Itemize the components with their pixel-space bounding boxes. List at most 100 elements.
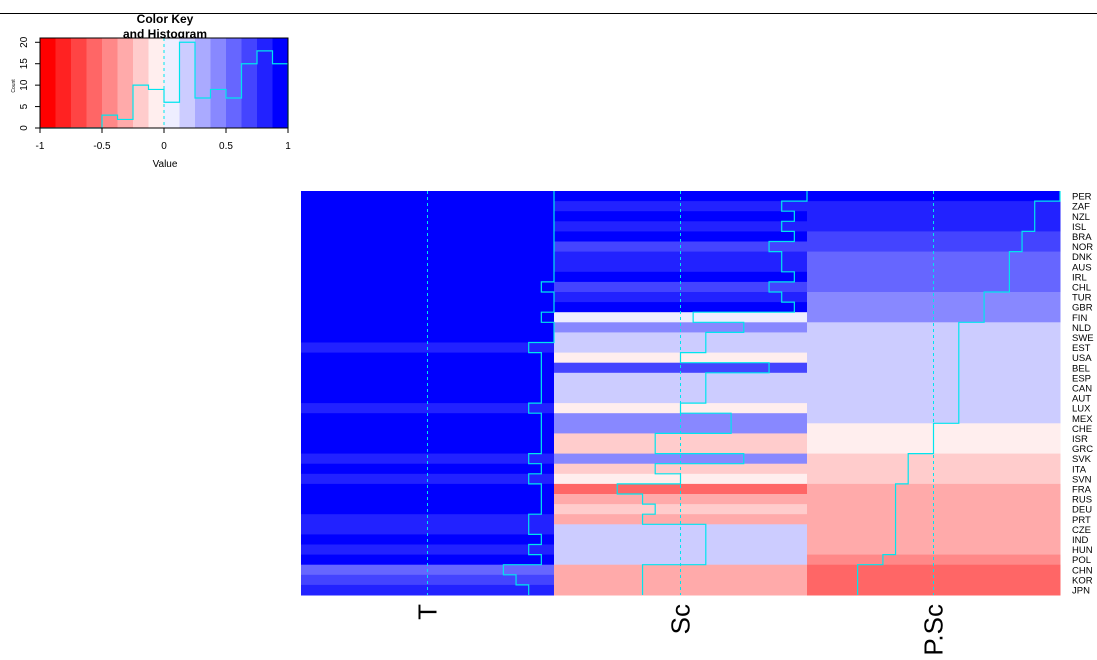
heatmap-cell bbox=[554, 413, 808, 424]
heatmap-cell bbox=[554, 483, 808, 495]
row-label: DEU bbox=[1072, 505, 1092, 516]
heatmap-cell bbox=[554, 322, 808, 333]
heatmap-trace-line bbox=[616, 191, 808, 595]
column-label: T bbox=[413, 604, 443, 620]
heatmap-cell bbox=[554, 251, 808, 263]
color-key-xlabel: Value bbox=[153, 159, 178, 170]
heatmap-trace-line bbox=[857, 191, 1061, 595]
row-label: KOR bbox=[1072, 575, 1093, 586]
row-label: GRC bbox=[1072, 444, 1093, 455]
heatmap-cell bbox=[301, 514, 555, 525]
row-label: SVN bbox=[1072, 474, 1092, 485]
heatmap-cell bbox=[301, 423, 555, 434]
color-key: Color Key and Histogram -1 -0.5 0 0.5 105101… bbox=[11, 12, 291, 170]
column-label: Sc bbox=[666, 604, 696, 634]
heatmap-cell bbox=[807, 221, 1061, 232]
heatmap-cell bbox=[554, 231, 808, 242]
color-key-cell bbox=[102, 38, 118, 128]
row-label: ZAF bbox=[1072, 202, 1090, 213]
row-label: ISR bbox=[1072, 434, 1088, 445]
row-label: SWE bbox=[1072, 333, 1094, 344]
color-key-cell bbox=[164, 38, 180, 128]
color-key-cell bbox=[241, 38, 258, 128]
heatmap-cell bbox=[807, 322, 1061, 333]
color-key-y-tick-label: 0 bbox=[19, 125, 30, 131]
column-labels: T Sc P.Sc bbox=[413, 604, 949, 656]
heatmap-cell bbox=[807, 413, 1061, 424]
heatmap-cell bbox=[301, 443, 555, 455]
color-key-y-tick-label: 15 bbox=[19, 58, 30, 70]
heatmap-cell bbox=[301, 574, 555, 586]
row-label: FIN bbox=[1072, 313, 1087, 324]
heatmap-cell bbox=[554, 382, 808, 394]
color-key-y-tick-label: 5 bbox=[19, 103, 30, 109]
heatmap-cell bbox=[807, 201, 1061, 212]
heatmap-cell bbox=[301, 292, 555, 303]
color-key-cell bbox=[272, 38, 289, 128]
heatmap-cell bbox=[554, 393, 808, 404]
heatmap-cell bbox=[807, 251, 1061, 263]
heatmap-cell bbox=[301, 251, 555, 263]
heatmap-cell bbox=[301, 191, 555, 202]
row-label: NZL bbox=[1072, 212, 1090, 223]
color-key-cell bbox=[55, 38, 72, 128]
heatmap-cell bbox=[807, 453, 1061, 465]
color-key-cell bbox=[226, 38, 242, 128]
heatmap-cell bbox=[301, 413, 555, 424]
row-label: BRA bbox=[1072, 232, 1092, 243]
row-label: POL bbox=[1072, 555, 1091, 566]
heatmap-cell bbox=[554, 584, 808, 596]
heatmap-cell bbox=[554, 574, 808, 586]
color-key-histogram-line bbox=[40, 41, 289, 129]
heatmap-cell bbox=[301, 322, 555, 333]
row-label: JPN bbox=[1072, 585, 1090, 596]
heatmap-cell bbox=[807, 231, 1061, 242]
color-key-cell bbox=[117, 38, 134, 128]
row-label: PER bbox=[1072, 192, 1092, 203]
color-key-cell bbox=[40, 38, 56, 128]
heatmap-cell bbox=[807, 352, 1061, 364]
heatmap-cell bbox=[554, 514, 808, 525]
row-label: CHL bbox=[1072, 282, 1091, 293]
heatmap: PERZAFNZLISLBRANORDNKAUSIRLCHLTURGBRFINN… bbox=[301, 191, 1094, 656]
row-label: IND bbox=[1072, 535, 1089, 546]
row-labels: PERZAFNZLISLBRANORDNKAUSIRLCHLTURGBRFINN… bbox=[1072, 192, 1094, 597]
heatmap-cell bbox=[807, 544, 1061, 556]
color-key-cells bbox=[40, 38, 289, 128]
heatmap-cell bbox=[301, 382, 555, 394]
row-label: CHE bbox=[1072, 424, 1092, 435]
color-key-y-tick-label: 10 bbox=[19, 79, 30, 91]
heatmap-cell bbox=[554, 191, 808, 202]
color-key-cell bbox=[210, 38, 227, 128]
color-key-x-tick-label: -1 bbox=[36, 141, 45, 152]
row-label: AUT bbox=[1072, 394, 1091, 405]
row-label: HUN bbox=[1072, 545, 1093, 556]
heatmap-cell bbox=[301, 584, 555, 596]
heatmap-traces bbox=[427, 191, 1061, 595]
heatmap-cell bbox=[807, 292, 1061, 303]
row-label: ITA bbox=[1072, 464, 1087, 475]
row-label: ESP bbox=[1072, 373, 1091, 384]
row-label: BEL bbox=[1072, 363, 1090, 374]
color-key-ylabel: Count bbox=[11, 79, 17, 93]
color-key-cell bbox=[148, 38, 165, 128]
row-label: LUX bbox=[1072, 404, 1091, 415]
heatmap-cell bbox=[301, 201, 555, 212]
row-label: CHN bbox=[1072, 565, 1093, 576]
heatmap-cell bbox=[554, 453, 808, 465]
heatmap-cell bbox=[807, 191, 1061, 202]
heatmap-cell bbox=[807, 393, 1061, 404]
heatmap-cell bbox=[301, 544, 555, 556]
row-label: GBR bbox=[1072, 303, 1093, 314]
row-label: USA bbox=[1072, 353, 1092, 364]
color-key-x-tick-label: 0 bbox=[161, 141, 167, 152]
heatmap-cell bbox=[807, 584, 1061, 596]
color-key-cell bbox=[195, 38, 211, 128]
heatmap-cell bbox=[807, 261, 1061, 273]
heatmap-cell bbox=[554, 443, 808, 455]
heatmap-cell bbox=[554, 201, 808, 212]
row-label: RUS bbox=[1072, 495, 1092, 506]
heatmap-cell bbox=[301, 261, 555, 273]
heatmap-cell bbox=[554, 261, 808, 273]
row-label: AUS bbox=[1072, 262, 1092, 273]
